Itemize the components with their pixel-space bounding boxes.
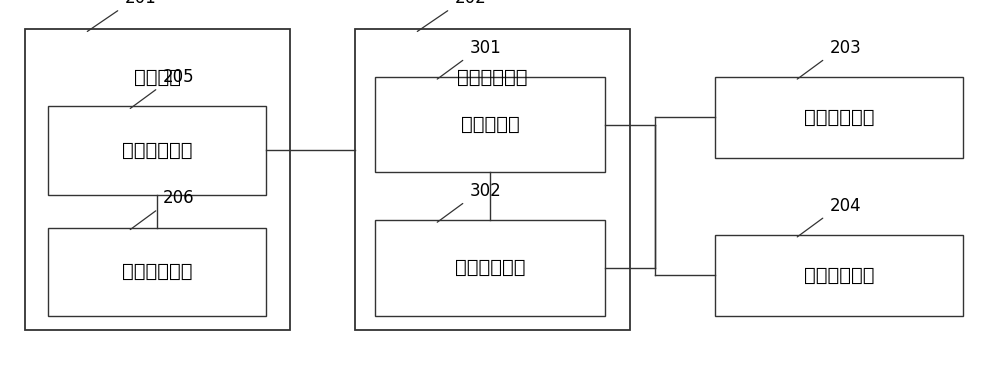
Text: 模拟控制模块: 模拟控制模块 [122, 141, 192, 160]
Text: 预处理模块: 预处理模块 [461, 115, 519, 134]
Bar [48, 228, 266, 316]
Bar [375, 220, 605, 316]
Bar [355, 29, 630, 330]
Text: 智能终端: 智能终端 [134, 68, 181, 87]
Bar [715, 77, 963, 158]
Text: 202: 202 [455, 0, 487, 7]
Text: 指令处理装置: 指令处理装置 [457, 68, 528, 87]
Text: 204: 204 [830, 197, 862, 215]
Bar [375, 77, 605, 172]
Text: 马达驱动芯片: 马达驱动芯片 [455, 258, 525, 277]
Text: 301: 301 [470, 39, 502, 57]
Text: 302: 302 [470, 182, 502, 200]
Text: 203: 203 [830, 39, 862, 57]
Text: 205: 205 [163, 68, 195, 86]
Bar [48, 106, 266, 195]
Text: 206: 206 [163, 189, 195, 207]
Text: 第一步进马达: 第一步进马达 [804, 108, 874, 127]
Text: 第二步进马达: 第二步进马达 [804, 266, 874, 285]
Bar [715, 235, 963, 316]
Text: 201: 201 [125, 0, 157, 7]
Text: 界面显示模块: 界面显示模块 [122, 262, 192, 281]
Bar [25, 29, 290, 330]
